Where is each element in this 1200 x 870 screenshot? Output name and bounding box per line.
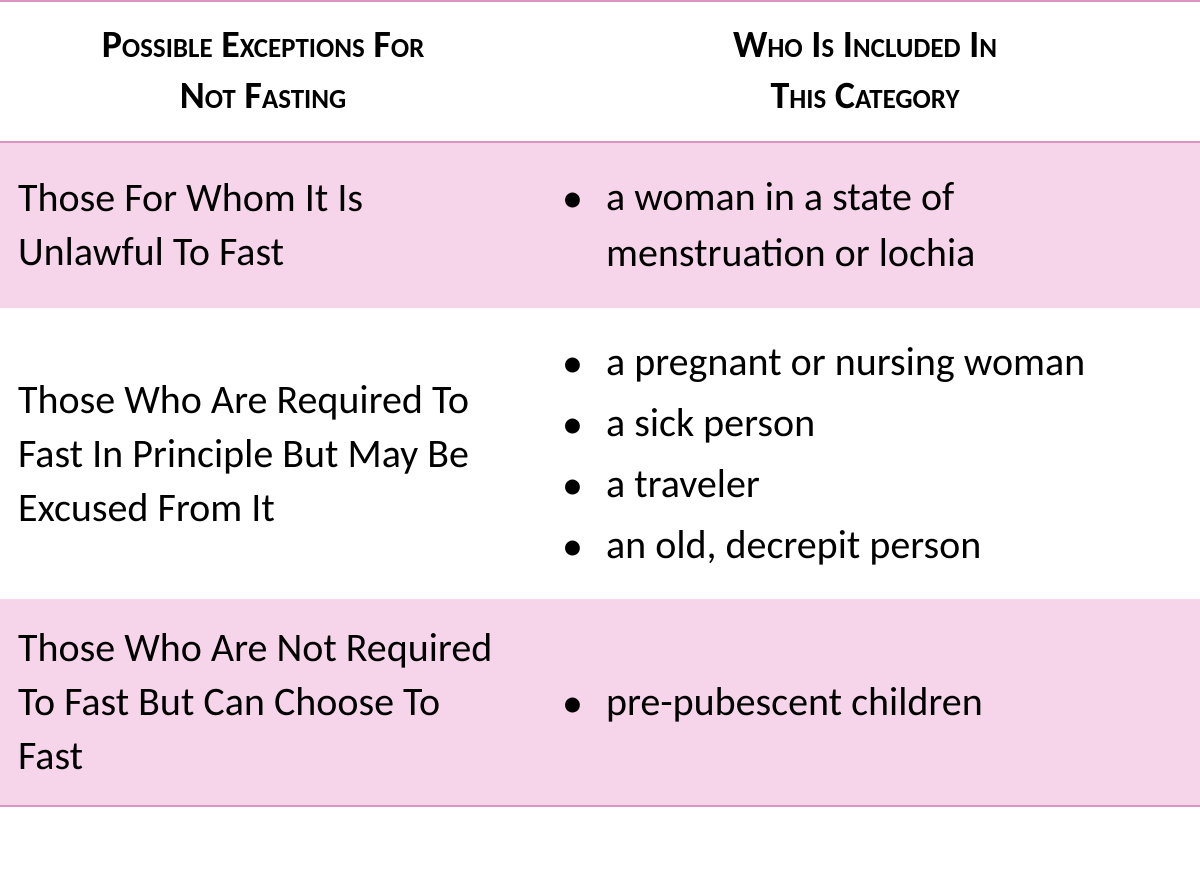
list-item: an old, decrepit person: [548, 517, 1182, 574]
header-included-line2: This Category: [548, 71, 1182, 122]
header-exceptions-line1: Possible Exceptions For: [18, 20, 508, 71]
items-list: a pregnant or nursing woman a sick perso…: [548, 334, 1182, 573]
table-row: Those Who Are Required To Fast In Princi…: [0, 308, 1200, 599]
category-cell: Those For Whom It Is Unlawful To Fast: [0, 171, 528, 279]
items-cell: a pregnant or nursing woman a sick perso…: [528, 330, 1200, 577]
category-cell: Those Who Are Required To Fast In Princi…: [0, 373, 528, 535]
header-exceptions: Possible Exceptions For Not Fasting: [0, 20, 528, 123]
list-item: a traveler: [548, 456, 1182, 513]
list-item: a woman in a state of menstruation or lo…: [548, 169, 1182, 283]
table-header-row: Possible Exceptions For Not Fasting Who …: [0, 2, 1200, 143]
table-row: Those Who Are Not Required To Fast But C…: [0, 599, 1200, 805]
items-list: pre-pubescent children: [548, 674, 1182, 731]
items-cell: a woman in a state of menstruation or lo…: [528, 165, 1200, 287]
table-row: Those For Whom It Is Unlawful To Fast a …: [0, 143, 1200, 309]
header-exceptions-line2: Not Fasting: [18, 71, 508, 122]
list-item: a sick person: [548, 395, 1182, 452]
items-list: a woman in a state of menstruation or lo…: [548, 169, 1182, 283]
category-cell: Those Who Are Not Required To Fast But C…: [0, 621, 528, 783]
list-item: a pregnant or nursing woman: [548, 334, 1182, 391]
header-included: Who Is Included In This Category: [528, 20, 1200, 123]
fasting-exceptions-table: Possible Exceptions For Not Fasting Who …: [0, 0, 1200, 807]
header-included-line1: Who Is Included In: [548, 20, 1182, 71]
items-cell: pre-pubescent children: [528, 670, 1200, 735]
list-item: pre-pubescent children: [548, 674, 1182, 731]
